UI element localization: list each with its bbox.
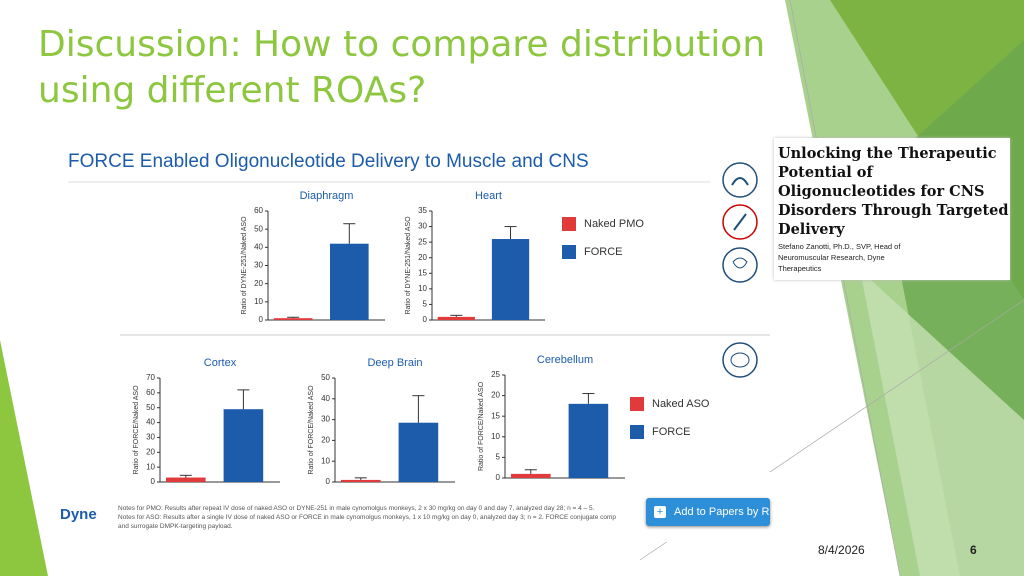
y-tick-label: 30: [146, 433, 155, 442]
icon-glyph: [731, 177, 749, 231]
y-tick-label: 10: [491, 432, 500, 441]
panel-title: Deep Brain: [367, 357, 422, 369]
bar: [568, 403, 609, 478]
y-tick-label: 10: [418, 284, 427, 293]
y-tick-label: 40: [146, 418, 155, 427]
slide-title: Discussion: How to compare distribution …: [38, 24, 766, 111]
figure-heading: FORCE Enabled Oligonucleotide Delivery t…: [68, 151, 589, 172]
y-tick-label: 0: [259, 315, 264, 324]
panel-title: Cortex: [204, 357, 237, 369]
y-axis-label: Ratio of DYNE-251/Naked ASO: [241, 216, 248, 315]
bar: [166, 477, 206, 482]
y-axis-label: Ratio of FORCE/Naked ASO: [308, 385, 315, 475]
y-tick-label: 70: [146, 373, 155, 382]
icon-heart: [722, 247, 758, 283]
legend-swatch: [562, 217, 576, 231]
panel-title: Cerebellum: [537, 354, 593, 366]
date: 8/4/2026: [818, 543, 865, 557]
y-tick-label: 40: [254, 242, 263, 251]
y-tick-label: 35: [418, 206, 427, 215]
logo: Dyne: [60, 506, 97, 523]
bar: [511, 473, 551, 478]
y-tick-label: 15: [491, 411, 500, 420]
y-tick-label: 10: [146, 462, 155, 471]
y-tick-label: 5: [423, 300, 428, 309]
y-tick-label: 20: [418, 253, 427, 262]
legend-swatch: [562, 245, 576, 259]
legend-label: Naked PMO: [584, 218, 644, 230]
icon-glyph: [732, 257, 748, 269]
card-title: Unlocking the Therapeutic Potential of O…: [778, 145, 1009, 238]
y-tick-label: 60: [146, 388, 155, 397]
y-tick-label: 20: [321, 436, 330, 445]
y-tick-label: 50: [321, 373, 330, 382]
note: Notes for ASO: Results after a single IV…: [118, 514, 617, 521]
legend-swatch: [630, 397, 644, 411]
green-shape: [0, 340, 48, 576]
paper-card[interactable]: Unlocking the Therapeutic Potential of O…: [774, 138, 1010, 280]
legend-swatch: [630, 425, 644, 439]
icon-glyph: [730, 352, 750, 368]
card-byline: Stefano Zanotti, Ph.D., SVP, Head of Neu…: [778, 242, 901, 273]
y-tick-label: 60: [254, 206, 263, 215]
note: Notes for PMO: Results after repeat IV d…: [118, 505, 595, 512]
bar: [398, 422, 439, 482]
y-tick-label: 25: [418, 237, 427, 246]
y-tick-label: 5: [496, 453, 501, 462]
y-tick-label: 25: [491, 370, 500, 379]
icon-brain: [722, 342, 758, 378]
y-tick-label: 30: [418, 222, 427, 231]
button-label: Add to Papers by R: [674, 506, 770, 518]
panel-title: Diaphragm: [300, 190, 354, 202]
deco-line: [789, 0, 901, 576]
y-tick-label: 10: [254, 297, 263, 306]
add-button[interactable]: + Add to Papers by R: [646, 498, 770, 526]
y-tick-label: 20: [146, 447, 155, 456]
y-tick-label: 30: [321, 415, 330, 424]
y-tick-label: 10: [321, 456, 330, 465]
note: and surrogate DMPK-targeting payload.: [118, 523, 233, 530]
y-tick-label: 0: [326, 477, 331, 486]
legend-label: FORCE: [584, 246, 623, 258]
notes: Notes for PMO: Results after repeat IV d…: [118, 504, 638, 531]
green-shape: [860, 270, 1024, 576]
bar: [223, 409, 264, 482]
panel-title: Heart: [475, 190, 502, 202]
y-tick-label: 50: [146, 403, 155, 412]
button-icon: +: [654, 506, 666, 519]
y-tick-label: 30: [254, 261, 263, 270]
y-tick-label: 50: [254, 224, 263, 233]
bar: [491, 239, 530, 320]
bar: [273, 318, 313, 320]
y-tick-label: 0: [423, 315, 428, 324]
bar: [437, 316, 475, 320]
y-tick-label: 15: [418, 268, 427, 277]
y-tick-label: 0: [151, 477, 156, 486]
y-axis-label: Ratio of FORCE/Naked ASO: [133, 385, 140, 475]
y-tick-label: 0: [496, 473, 501, 482]
y-tick-label: 20: [254, 279, 263, 288]
y-tick-label: 20: [491, 391, 500, 400]
bar: [330, 243, 369, 320]
page-number: 6: [970, 543, 977, 557]
y-tick-label: 40: [321, 394, 330, 403]
legend-label: FORCE: [652, 426, 691, 438]
icon-monkey: [722, 162, 758, 198]
y-axis-label: Ratio of DYNE-251/Naked ASO: [405, 216, 412, 315]
bar: [341, 479, 381, 482]
y-axis-label: Ratio of FORCE/Naked ASO: [478, 381, 485, 471]
legend-label: Naked ASO: [652, 398, 710, 410]
